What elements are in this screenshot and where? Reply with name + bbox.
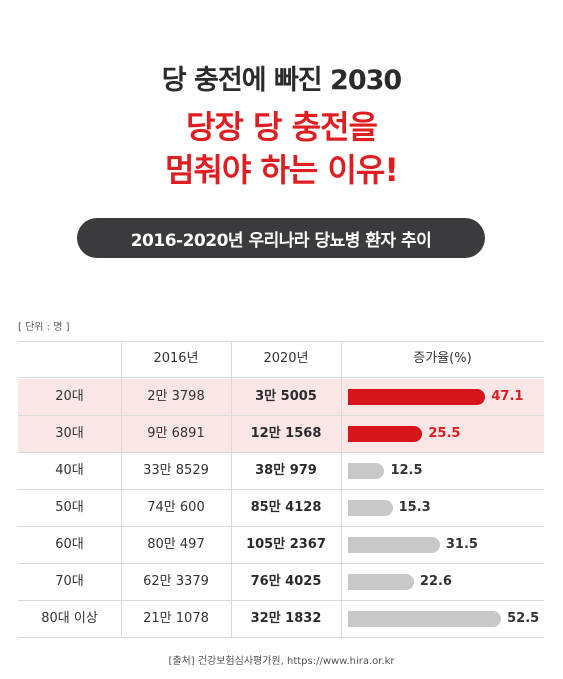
age-label: 80대 이상: [41, 611, 98, 626]
header-age: [18, 341, 121, 377]
table-header-row: 2016년 2020년 증가율(%): [18, 341, 544, 377]
value-2016: 80만 497: [147, 537, 205, 552]
subtitle-text: 2016-2020년 우리나라 당뇨병 환자 추이: [130, 230, 432, 251]
growth-value-label: 47.1: [491, 389, 524, 404]
age-label: 40대: [55, 463, 84, 478]
table-header-line: [18, 377, 544, 378]
value-2020: 85만 4128: [250, 500, 322, 515]
growth-bar: [348, 574, 414, 590]
age-label: 20대: [55, 389, 84, 404]
value-2016: 74만 600: [147, 500, 205, 515]
table-row: 20대 2만 3798 3만 5005 47.1: [18, 379, 544, 415]
row-divider: [18, 415, 544, 416]
header-growth: 증가율(%): [413, 351, 472, 366]
value-2016: 21만 1078: [143, 611, 209, 626]
column-divider: [121, 341, 122, 638]
row-divider: [18, 489, 544, 490]
value-2020: 105만 2367: [246, 537, 326, 552]
header-2016: 2016년: [153, 351, 199, 366]
growth-value-label: 31.5: [445, 537, 478, 552]
table-row: 60대 80만 497 105만 2367 31.5: [18, 527, 544, 563]
value-2020: 32만 1832: [250, 611, 322, 626]
row-divider: [18, 526, 544, 527]
title-line-3: 멈춰야 하는 이유!: [165, 151, 399, 189]
value-2016: 33만 8529: [143, 463, 209, 478]
growth-bar: [348, 500, 393, 516]
value-2020: 3만 5005: [255, 389, 317, 404]
age-label: 50대: [55, 500, 84, 515]
table-row: 80대 이상 21만 1078 32만 1832 52.5: [18, 601, 544, 637]
title-line-1: 당 충전에 빠진 2030: [161, 65, 402, 96]
table-top-line: [18, 341, 544, 342]
column-divider: [341, 341, 342, 638]
growth-bar: [348, 463, 385, 479]
value-2016: 62만 3379: [143, 574, 209, 589]
row-divider: [18, 637, 544, 638]
value-2020: 12만 1568: [250, 426, 322, 441]
growth-value-label: 12.5: [390, 463, 423, 478]
value-2020: 38만 979: [255, 463, 317, 478]
growth-bar: [348, 389, 486, 405]
growth-bar: [348, 426, 423, 442]
table-row: 40대 33만 8529 38만 979 12.5: [18, 453, 544, 489]
growth-bar: [348, 611, 502, 627]
header-2020: 2020년: [263, 351, 309, 366]
source-note: [출처] 건강보험심사평가원, https://www.hira.or.kr: [168, 656, 395, 667]
table-row: 50대 74만 600 85만 4128 15.3: [18, 490, 544, 526]
column-divider: [231, 341, 232, 638]
row-divider: [18, 600, 544, 601]
table-row: 70대 62만 3379 76만 4025 22.6: [18, 564, 544, 600]
value-2020: 76만 4025: [250, 574, 322, 589]
growth-value-label: 25.5: [428, 426, 461, 441]
title-line-2: 당장 당 충전을: [186, 108, 378, 146]
value-2016: 2만 3798: [147, 389, 205, 404]
age-label: 30대: [55, 426, 84, 441]
growth-value-label: 15.3: [398, 500, 431, 515]
growth-value-label: 22.6: [419, 574, 452, 589]
growth-bar: [348, 537, 440, 553]
value-2016: 9만 6891: [147, 426, 205, 441]
growth-value-label: 52.5: [507, 611, 540, 626]
unit-note: [ 단위 : 명 ]: [18, 322, 70, 333]
row-divider: [18, 452, 544, 453]
age-label: 70대: [55, 574, 84, 589]
age-label: 60대: [55, 537, 84, 552]
subtitle-pill: 2016-2020년 우리나라 당뇨병 환자 추이: [77, 218, 485, 258]
row-divider: [18, 563, 544, 564]
table-row: 30대 9만 6891 12만 1568 25.5: [18, 416, 544, 452]
